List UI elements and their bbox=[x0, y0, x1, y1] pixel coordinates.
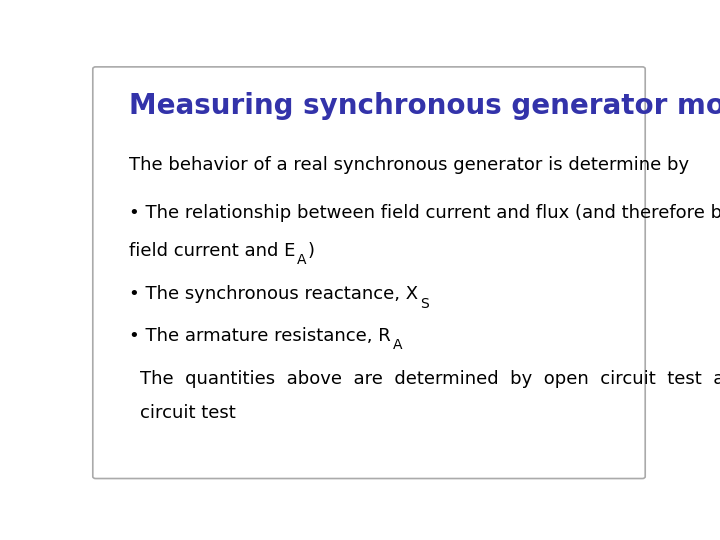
Text: The behavior of a real synchronous generator is determine by: The behavior of a real synchronous gener… bbox=[129, 156, 689, 174]
Text: field current and E: field current and E bbox=[129, 241, 295, 260]
Text: • The armature resistance, R: • The armature resistance, R bbox=[129, 327, 391, 345]
Text: S: S bbox=[420, 297, 428, 311]
Text: A: A bbox=[297, 253, 307, 267]
Text: • The relationship between field current and flux (and therefore between: • The relationship between field current… bbox=[129, 204, 720, 222]
Text: ): ) bbox=[307, 241, 315, 260]
Text: circuit test: circuit test bbox=[140, 404, 236, 422]
Text: The  quantities  above  are  determined  by  open  circuit  test  and  short: The quantities above are determined by o… bbox=[140, 370, 720, 388]
Text: A: A bbox=[392, 339, 402, 353]
Text: • The synchronous reactance, X: • The synchronous reactance, X bbox=[129, 285, 418, 303]
Text: Measuring synchronous generator model parameter: Measuring synchronous generator model pa… bbox=[129, 92, 720, 120]
